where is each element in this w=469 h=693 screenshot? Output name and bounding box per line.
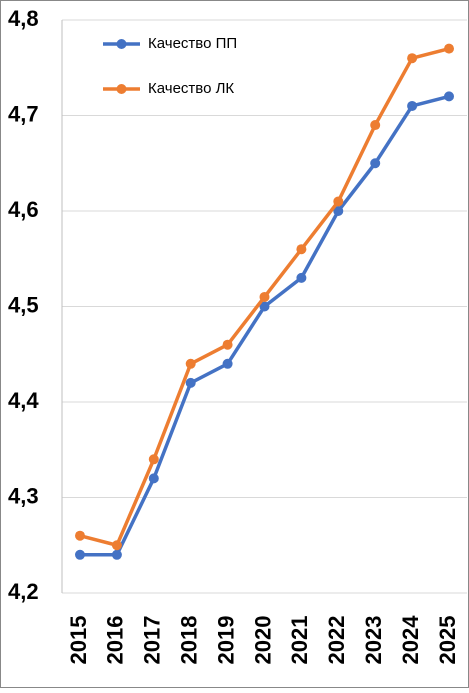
point [111, 540, 122, 551]
point [222, 358, 233, 369]
point [148, 473, 159, 484]
legend-label: Качество ЛК [148, 80, 234, 97]
x-tick-label: 2019 [213, 616, 238, 665]
point [259, 291, 270, 302]
point [333, 196, 344, 207]
point [185, 358, 196, 369]
legend-marker [116, 84, 127, 94]
point [444, 43, 454, 54]
point [333, 206, 344, 216]
y-tick-label: 4,5 [8, 292, 39, 317]
point [370, 158, 381, 169]
point [222, 339, 233, 350]
point [370, 120, 381, 131]
y-tick-label: 4,2 [8, 579, 39, 604]
point [259, 301, 270, 312]
y-tick-label: 4,6 [8, 197, 39, 222]
x-tick-label: 2015 [66, 616, 91, 665]
x-tick-label: 2016 [103, 616, 128, 665]
point [75, 530, 85, 541]
point [296, 272, 307, 283]
point [148, 454, 159, 465]
legend-marker [116, 39, 127, 49]
y-tick-label: 4,4 [8, 388, 39, 413]
point [296, 244, 307, 255]
y-tick-label: 4,7 [8, 101, 39, 126]
x-tick-label: 2022 [324, 616, 349, 665]
x-tick-label: 2020 [250, 616, 275, 665]
x-tick-label: 2025 [435, 616, 460, 665]
y-tick-label: 4,8 [8, 6, 39, 31]
legend-label: Качество ПП [148, 35, 237, 52]
x-tick-label: 2023 [361, 616, 386, 665]
point [407, 53, 418, 64]
x-tick-label: 2024 [398, 615, 423, 665]
point [444, 91, 454, 102]
x-tick-label: 2021 [287, 616, 312, 665]
x-tick-label: 2017 [140, 616, 165, 665]
x-tick-label: 2018 [177, 616, 202, 665]
y-tick-label: 4,3 [8, 483, 39, 508]
point [111, 549, 122, 560]
point [75, 549, 85, 560]
point [407, 100, 418, 111]
point [185, 377, 196, 388]
